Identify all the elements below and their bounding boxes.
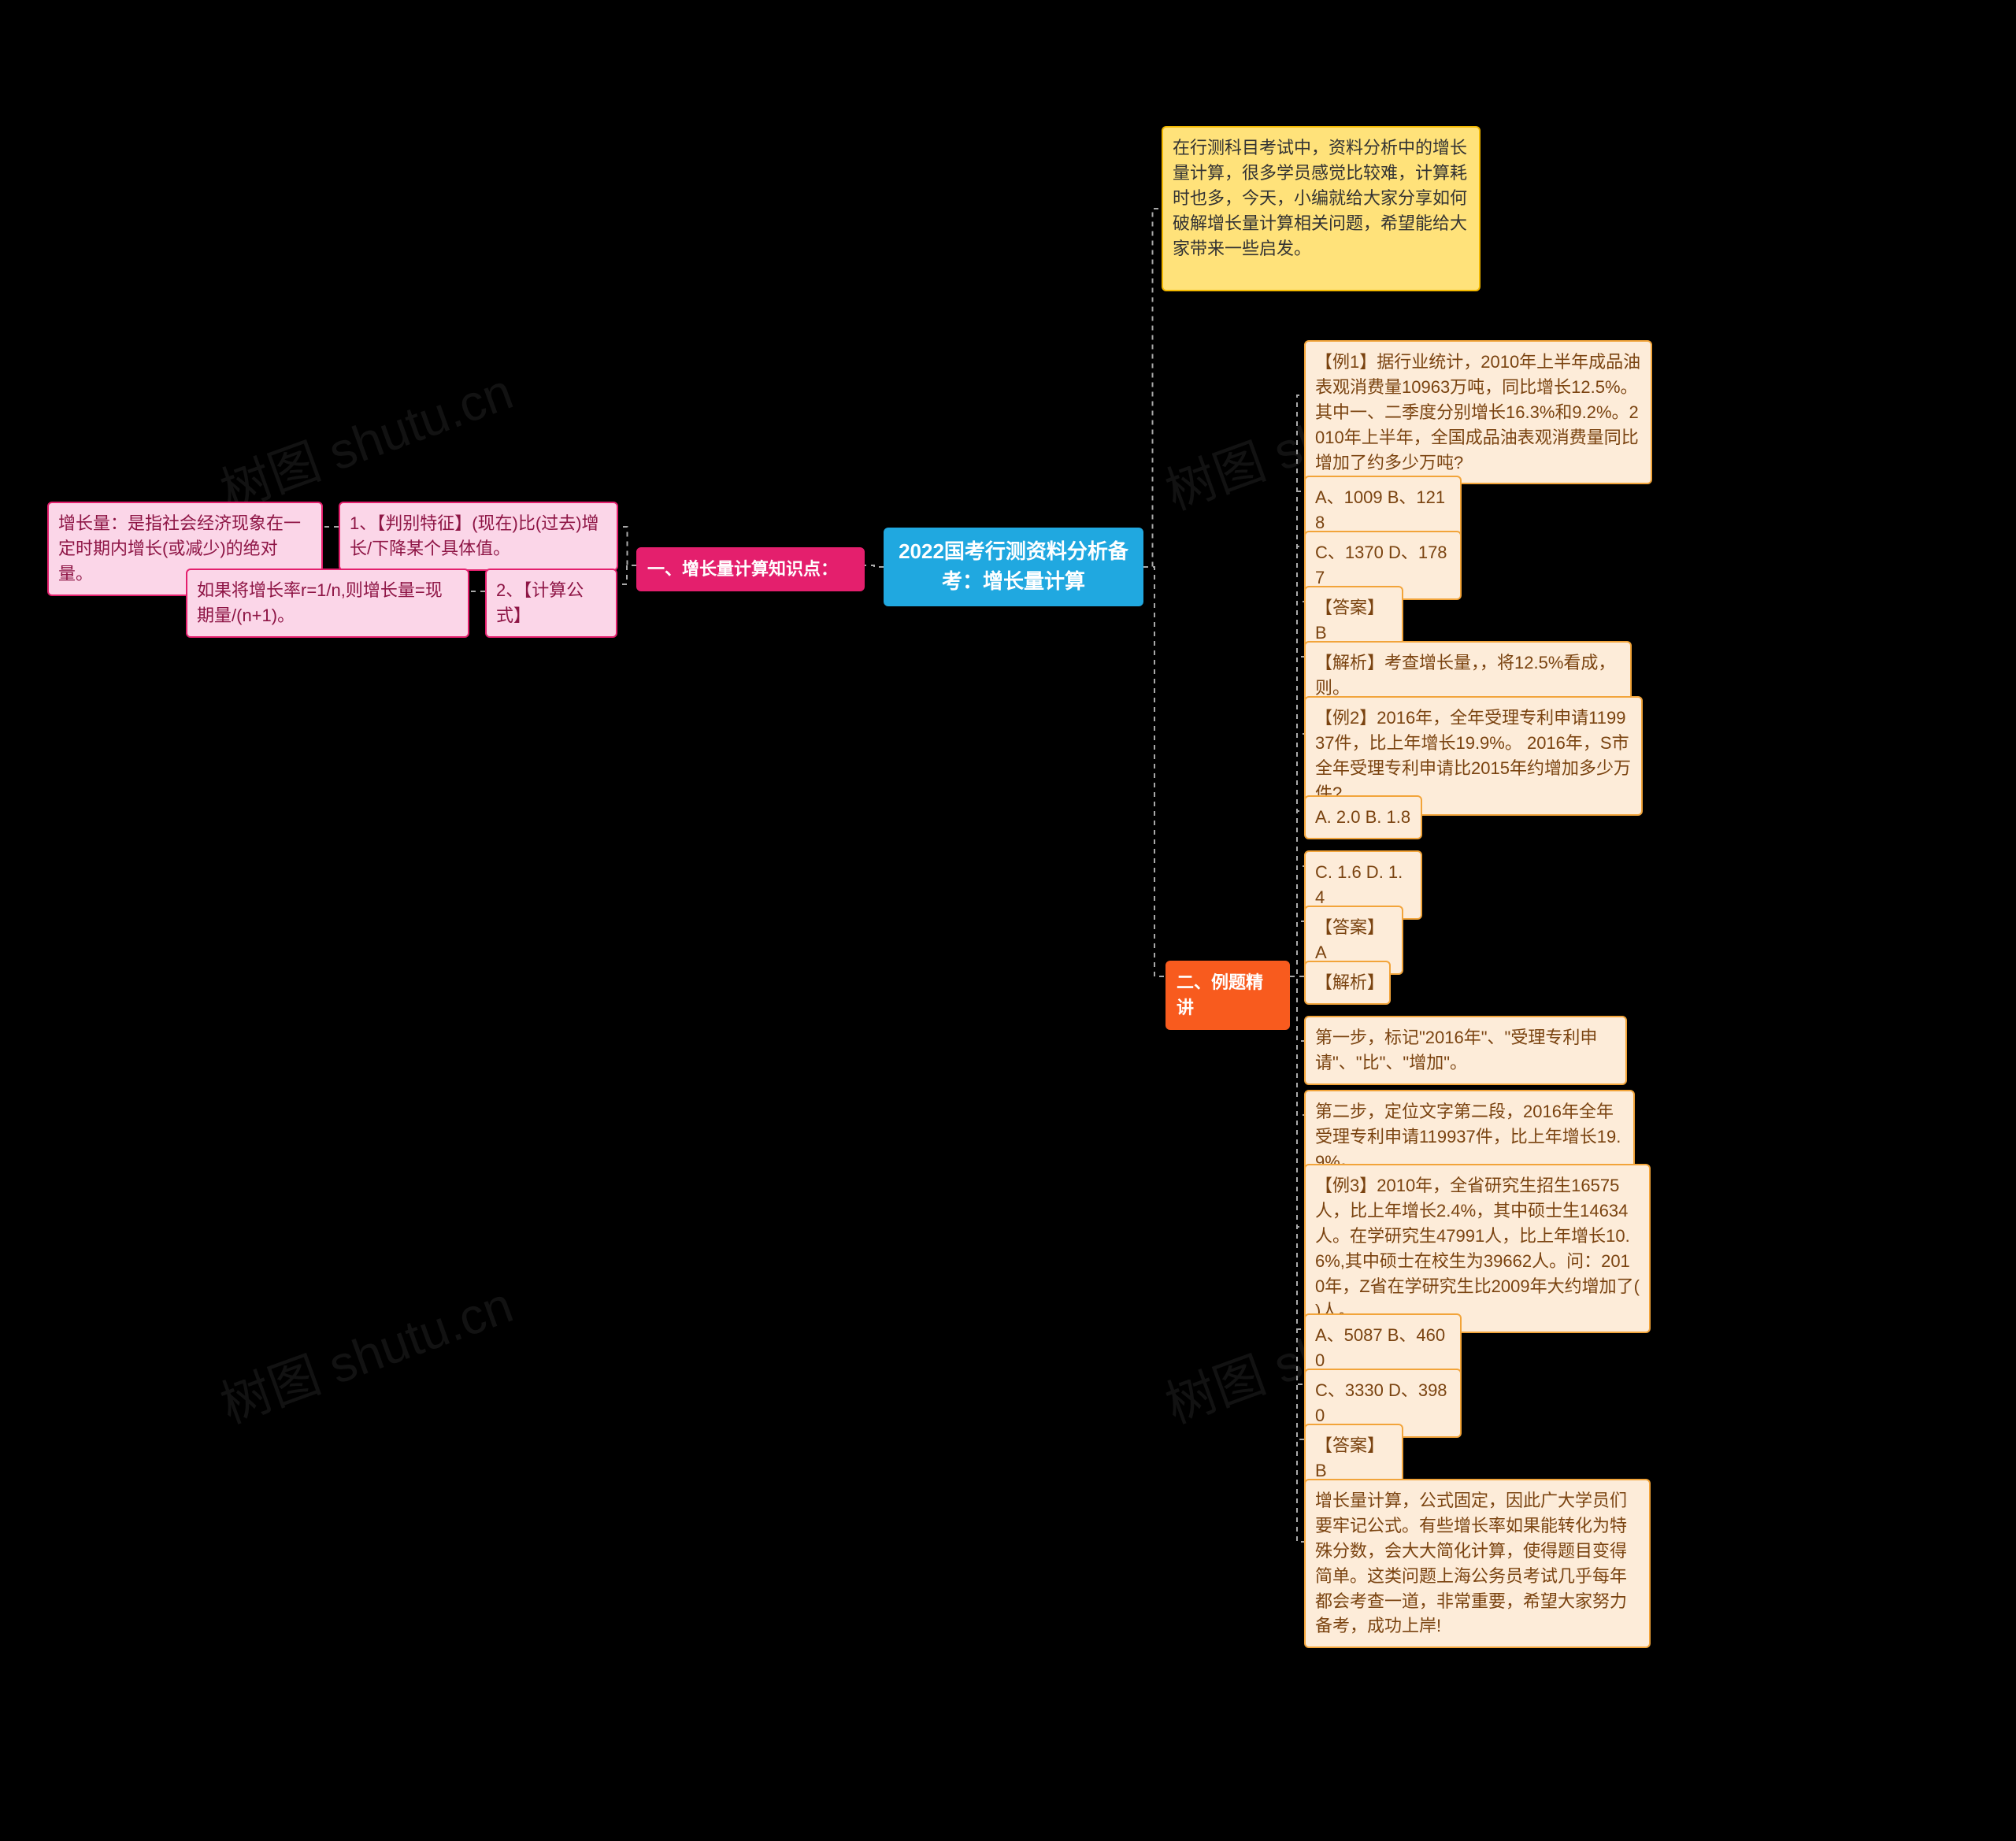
summary-note[interactable]: 增长量计算，公式固定，因此广大学员们要牢记公式。有些增长率如果能转化为特殊分数，… (1304, 1479, 1651, 1648)
watermark: 树图 shutu.cn (209, 351, 521, 524)
intro-node[interactable]: 在行测科目考试中，资料分析中的增长量计算，很多学员感觉比较难，计算耗时也多，今天… (1162, 126, 1480, 291)
example-3-question[interactable]: 【例3】2010年，全省研究生招生16575人，比上年增长2.4%，其中硕士生1… (1304, 1164, 1651, 1333)
example-2-step-1[interactable]: 第一步，标记"2016年"、"受理专利申请"、"比"、"增加"。 (1304, 1016, 1627, 1085)
connector-layer (0, 0, 2016, 1841)
section-1-title[interactable]: 一、增长量计算知识点： (636, 547, 865, 591)
knowledge-item-2[interactable]: 2、【计算公式】 (485, 569, 617, 638)
mindmap-canvas: 树图 shutu.cn 树图 shutu.cn 树图 shutu.cn 树图 s… (0, 0, 2016, 1841)
watermark: 树图 shutu.cn (209, 1265, 521, 1437)
section-2-title[interactable]: 二、例题精讲 (1166, 961, 1290, 1030)
example-2-options-ab[interactable]: A. 2.0 B. 1.8 (1304, 795, 1422, 839)
example-2-analysis-label[interactable]: 【解析】 (1304, 961, 1391, 1005)
example-1-question[interactable]: 【例1】据行业统计，2010年上半年成品油表观消费量10963万吨，同比增长12… (1304, 340, 1652, 484)
root-node[interactable]: 2022国考行测资料分析备考：增长量计算 (884, 528, 1143, 606)
knowledge-detail-2[interactable]: 如果将增长率r=1/n,则增长量=现期量/(n+1)。 (186, 569, 469, 638)
knowledge-item-1[interactable]: 1、【判别特征】(现在)比(过去)增长/下降某个具体值。 (339, 502, 618, 571)
